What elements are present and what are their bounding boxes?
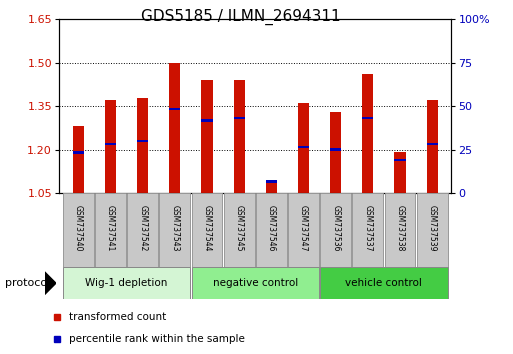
Text: GSM737546: GSM737546: [267, 205, 276, 252]
Bar: [95, 193, 126, 267]
Bar: [169, 108, 181, 110]
Text: negative control: negative control: [212, 278, 298, 288]
Bar: [320, 267, 447, 299]
Text: GDS5185 / ILMN_2694311: GDS5185 / ILMN_2694311: [141, 9, 341, 25]
Text: GSM737539: GSM737539: [428, 205, 437, 252]
Bar: [201, 80, 212, 193]
Bar: [191, 267, 319, 299]
Text: Wig-1 depletion: Wig-1 depletion: [85, 278, 168, 288]
Text: GSM737536: GSM737536: [331, 205, 340, 252]
Bar: [330, 148, 341, 151]
Bar: [266, 181, 277, 193]
Bar: [137, 140, 148, 142]
Text: GSM737538: GSM737538: [396, 205, 404, 252]
Bar: [298, 145, 309, 148]
Text: GSM737541: GSM737541: [106, 205, 115, 252]
Bar: [330, 112, 341, 193]
Text: GSM737547: GSM737547: [299, 205, 308, 252]
Bar: [169, 63, 181, 193]
Bar: [320, 193, 351, 267]
Text: GSM737542: GSM737542: [138, 205, 147, 252]
Bar: [233, 116, 245, 119]
Text: percentile rank within the sample: percentile rank within the sample: [69, 335, 245, 344]
Bar: [127, 193, 158, 267]
Bar: [394, 153, 406, 193]
Text: GSM737544: GSM737544: [203, 205, 211, 252]
Bar: [160, 193, 190, 267]
Bar: [73, 151, 84, 154]
Text: GSM737545: GSM737545: [234, 205, 244, 252]
Bar: [73, 126, 84, 193]
Bar: [201, 120, 212, 122]
Text: GSM737540: GSM737540: [74, 205, 83, 252]
Bar: [137, 98, 148, 193]
Bar: [191, 193, 223, 267]
Bar: [63, 267, 190, 299]
Bar: [63, 193, 94, 267]
Text: protocol: protocol: [5, 278, 50, 288]
Text: transformed count: transformed count: [69, 312, 166, 322]
Bar: [385, 193, 416, 267]
Bar: [417, 193, 447, 267]
Bar: [233, 80, 245, 193]
Text: GSM737543: GSM737543: [170, 205, 180, 252]
Bar: [256, 193, 287, 267]
Bar: [105, 101, 116, 193]
Bar: [298, 103, 309, 193]
Text: GSM737537: GSM737537: [363, 205, 372, 252]
Bar: [266, 180, 277, 183]
Polygon shape: [45, 272, 56, 295]
Bar: [352, 193, 383, 267]
Text: vehicle control: vehicle control: [345, 278, 422, 288]
Bar: [362, 74, 373, 193]
Bar: [426, 101, 438, 193]
Bar: [394, 159, 406, 161]
Bar: [105, 143, 116, 145]
Bar: [426, 143, 438, 145]
Bar: [362, 116, 373, 119]
Bar: [224, 193, 254, 267]
Bar: [288, 193, 319, 267]
